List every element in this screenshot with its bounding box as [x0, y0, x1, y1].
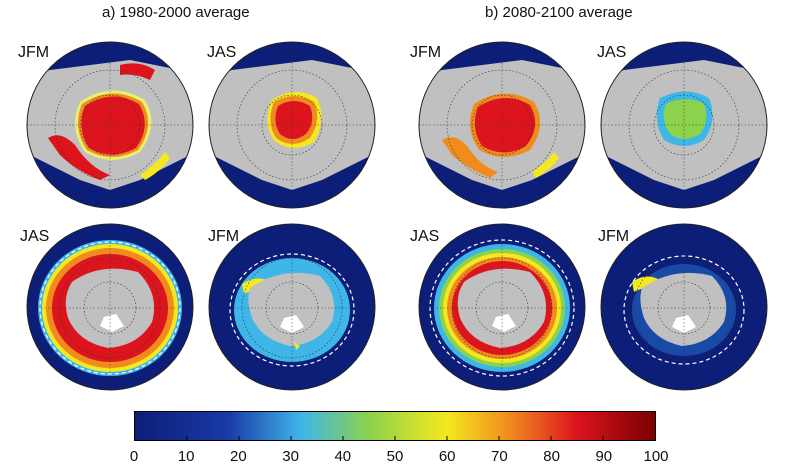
- map-b-antarctic-jfm: [600, 223, 768, 391]
- map-label-b-arctic-jfm: JFM: [410, 44, 442, 61]
- map-label-a-antarctic-jas: JAS: [20, 228, 50, 245]
- map-b-antarctic-jas: [418, 223, 586, 391]
- map-label-b-antarctic-jas: JAS: [410, 228, 440, 245]
- colorbar-tick-label-100: 100: [643, 448, 669, 465]
- map-label-a-arctic-jfm: JFM: [18, 44, 50, 61]
- colorbar-tick-label-40: 40: [334, 448, 352, 465]
- colorbar-tick-label-60: 60: [438, 448, 456, 465]
- map-label-a-arctic-jas: JAS: [207, 44, 237, 61]
- colorbar-ticks: [186, 436, 604, 440]
- colorbar-tick-label-80: 80: [543, 448, 560, 465]
- colorbar: [134, 411, 656, 441]
- colorbar-tick-label-10: 10: [177, 448, 195, 465]
- colorbar-tick-label-50: 50: [386, 448, 404, 465]
- panel-title-right: b) 2080-2100 average: [485, 4, 633, 21]
- panel-title-left: a) 1980-2000 average: [102, 4, 250, 21]
- map-label-a-antarctic-jfm: JFM: [208, 228, 240, 245]
- map-a-arctic-jas: [208, 41, 376, 209]
- colorbar-tick-label-30: 30: [282, 448, 299, 465]
- map-label-b-antarctic-jfm: JFM: [598, 228, 630, 245]
- colorbar-tick-label-90: 90: [595, 448, 613, 465]
- map-a-antarctic-jfm: [208, 223, 376, 391]
- map-a-arctic-jfm: [26, 41, 194, 209]
- map-a-antarctic-jas: [26, 223, 194, 391]
- colorbar-tick-label-0: 0: [129, 448, 139, 465]
- map-b-arctic-jfm: [418, 41, 586, 209]
- map-b-arctic-jas: [600, 41, 768, 209]
- colorbar-tick-label-20: 20: [230, 448, 247, 465]
- map-label-b-arctic-jas: JAS: [597, 44, 627, 61]
- colorbar-tick-label-70: 70: [491, 448, 508, 465]
